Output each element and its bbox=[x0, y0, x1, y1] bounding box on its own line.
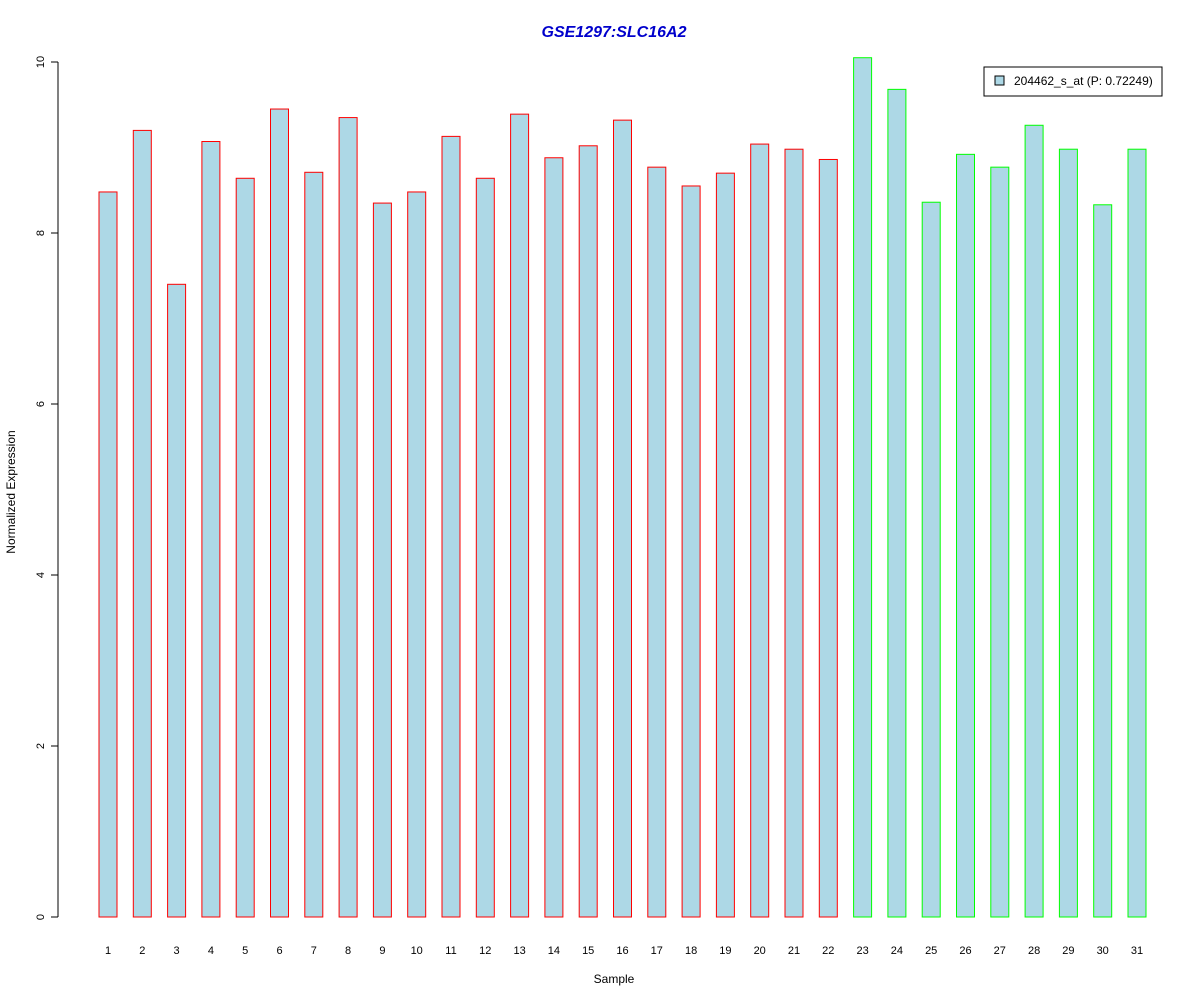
x-tick-label: 17 bbox=[651, 945, 663, 957]
y-tick-label: 6 bbox=[35, 401, 47, 407]
x-tick-label: 23 bbox=[856, 945, 868, 957]
x-tick-label: 4 bbox=[208, 945, 214, 957]
bar-sample-24 bbox=[887, 88, 907, 918]
bar-sample-18 bbox=[681, 185, 701, 918]
bar-sample-16 bbox=[613, 119, 632, 918]
x-axis-label: Sample bbox=[594, 972, 635, 986]
bar-sample-10 bbox=[407, 191, 427, 918]
x-tick-label: 1 bbox=[105, 945, 111, 957]
bar-sample-8 bbox=[338, 117, 358, 918]
y-tick-label: 0 bbox=[35, 914, 47, 920]
bar-sample-7 bbox=[304, 171, 324, 918]
x-tick-label: 18 bbox=[685, 945, 697, 957]
bar-sample-29 bbox=[1058, 148, 1078, 918]
legend: 204462_s_at (P: 0.72249) bbox=[983, 66, 1163, 97]
y-tick-label: 4 bbox=[35, 572, 47, 578]
x-tick-label: 16 bbox=[616, 945, 628, 957]
x-tick-label: 8 bbox=[345, 945, 351, 957]
y-tick-label: 2 bbox=[35, 743, 47, 749]
x-tick-label: 20 bbox=[754, 945, 766, 957]
x-tick-label: 6 bbox=[276, 945, 282, 957]
bar-sample-1 bbox=[98, 191, 118, 918]
bar-sample-4 bbox=[201, 141, 221, 918]
bar-sample-12 bbox=[475, 177, 495, 918]
bar-sample-25 bbox=[921, 201, 941, 918]
x-axis-ticks: 1 2 3 4 5 6 7 8 9 10 11 12 13 14 15 16 17 18 19 20 21 22 23 24 2… bbox=[105, 945, 1143, 957]
x-tick-label: 19 bbox=[719, 945, 731, 957]
x-tick-label: 9 bbox=[379, 945, 385, 957]
x-tick-label: 2 bbox=[139, 945, 145, 957]
bar-sample-17 bbox=[647, 166, 667, 918]
x-tick-label: 10 bbox=[411, 945, 423, 957]
bar-sample-20 bbox=[750, 143, 770, 918]
x-tick-label: 24 bbox=[891, 945, 903, 957]
y-axis-label: Normalized Expression bbox=[4, 430, 18, 553]
bar-sample-30 bbox=[1093, 204, 1113, 918]
bar-sample-15 bbox=[578, 145, 598, 918]
bar-sample-13 bbox=[510, 113, 530, 918]
y-tick-label: 10 bbox=[35, 56, 47, 68]
bar-sample-2 bbox=[132, 129, 152, 918]
x-tick-label: 29 bbox=[1062, 945, 1074, 957]
y-axis: 0 2 4 6 8 10 bbox=[35, 56, 59, 920]
bar-group bbox=[98, 57, 1147, 918]
x-tick-label: 12 bbox=[479, 945, 491, 957]
bar-sample-27 bbox=[990, 166, 1010, 918]
bar-sample-23 bbox=[853, 57, 873, 918]
y-tick-label: 8 bbox=[35, 230, 47, 236]
bar-sample-3 bbox=[167, 283, 187, 918]
x-tick-label: 25 bbox=[925, 945, 937, 957]
bar-sample-19 bbox=[715, 172, 735, 918]
x-tick-label: 11 bbox=[445, 945, 456, 957]
legend-box bbox=[983, 66, 1163, 97]
x-tick-label: 14 bbox=[548, 945, 560, 957]
bar-sample-6 bbox=[270, 108, 289, 918]
x-tick-label: 21 bbox=[788, 945, 800, 957]
chart-title: GSE1297:SLC16A2 bbox=[542, 24, 687, 41]
bar-sample-28 bbox=[1024, 124, 1044, 918]
bar-sample-31 bbox=[1127, 148, 1147, 918]
bar-sample-22 bbox=[818, 158, 838, 918]
bar-sample-5 bbox=[235, 177, 255, 918]
x-tick-label: 22 bbox=[822, 945, 834, 957]
legend-entry: 204462_s_at (P: 0.72249) bbox=[1014, 74, 1153, 88]
x-tick-label: 13 bbox=[513, 945, 525, 957]
x-tick-label: 3 bbox=[174, 945, 180, 957]
x-tick-label: 7 bbox=[311, 945, 317, 957]
x-tick-label: 28 bbox=[1028, 945, 1040, 957]
x-tick-label: 5 bbox=[242, 945, 248, 957]
x-tick-label: 26 bbox=[959, 945, 971, 957]
bar-sample-21 bbox=[784, 148, 804, 918]
bar-sample-26 bbox=[956, 153, 975, 918]
x-tick-label: 15 bbox=[582, 945, 594, 957]
legend-swatch bbox=[994, 75, 1005, 86]
bar-sample-9 bbox=[372, 202, 392, 918]
x-tick-label: 30 bbox=[1097, 945, 1109, 957]
x-tick-label: 31 bbox=[1131, 945, 1143, 957]
x-tick-label: 27 bbox=[994, 945, 1006, 957]
bar-sample-14 bbox=[544, 157, 564, 918]
bar-sample-11 bbox=[441, 135, 461, 918]
